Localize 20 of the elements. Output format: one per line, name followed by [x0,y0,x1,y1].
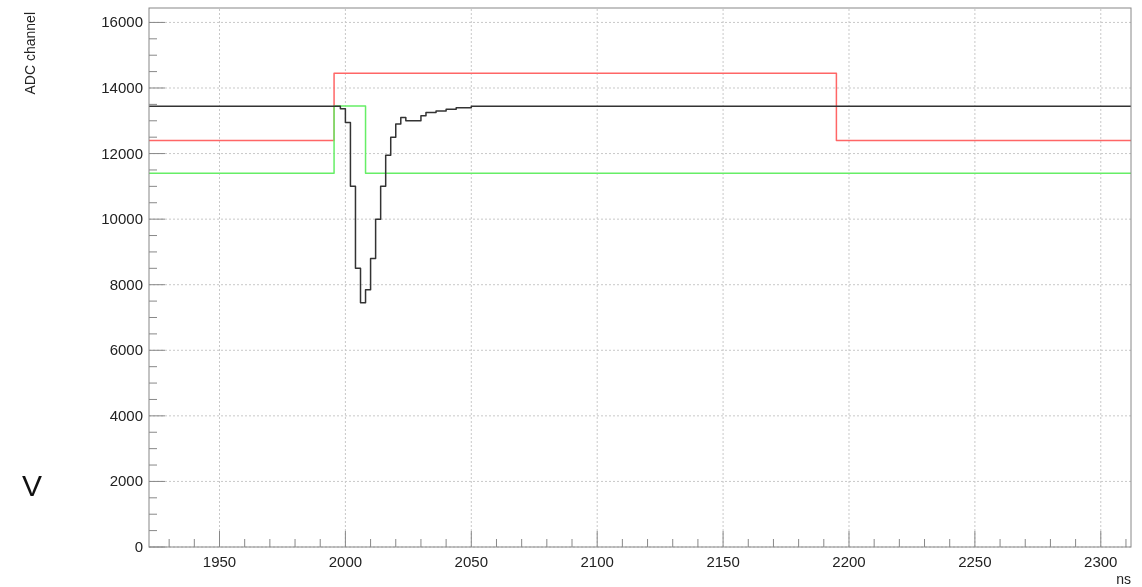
x-tick-label: 2000 [328,553,363,570]
y-tick-label: 8000 [109,275,143,293]
x-tick-label: 2200 [832,553,866,570]
y-tick-label: 4000 [109,406,143,424]
y-tick-label: 0 [134,538,143,555]
y-tick-label: 10000 [101,210,143,228]
x-tick-label: 2300 [1084,553,1118,570]
y-axis-title: ADC channel [22,12,38,95]
x-tick-label: 1950 [202,553,237,570]
y-tick-label: 6000 [109,341,143,359]
y-tick-label: 14000 [101,79,143,96]
x-axis-title: ns [1116,571,1131,587]
y-tick-label: 16000 [101,13,143,31]
y-tick-label: 2000 [109,472,143,490]
y-tick-label: 12000 [101,144,143,162]
text: V [22,469,43,502]
x-tick-label: 2250 [958,553,992,570]
x-tick-label: 2100 [580,553,614,570]
x-tick-label: 2050 [454,553,488,570]
x-tick-label: 2150 [706,553,740,570]
